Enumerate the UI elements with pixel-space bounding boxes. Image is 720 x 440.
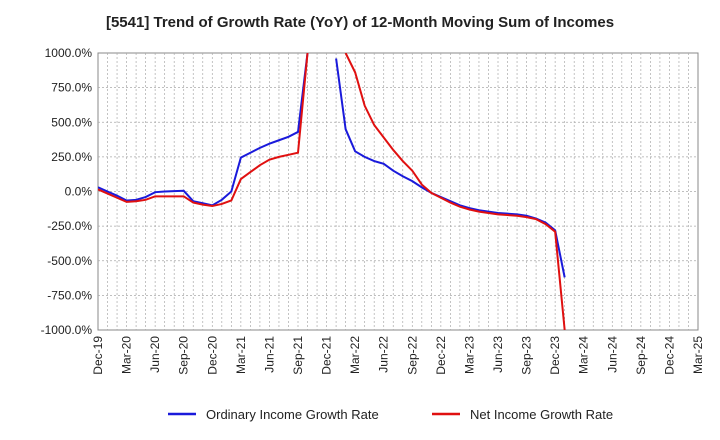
y-tick-label: 250.0% xyxy=(51,150,92,164)
y-tick-label: 750.0% xyxy=(51,81,92,95)
x-tick-label: Jun-22 xyxy=(377,336,391,373)
x-tick-label: Dec-23 xyxy=(548,336,562,375)
legend-label: Ordinary Income Growth Rate xyxy=(206,407,379,422)
x-tick-label: Mar-22 xyxy=(348,336,362,374)
x-tick-label: Dec-20 xyxy=(205,336,219,375)
x-tick-label: Dec-24 xyxy=(662,336,676,375)
series-lines xyxy=(98,53,566,330)
series-line-1 xyxy=(98,53,309,207)
y-tick-label: 1000.0% xyxy=(45,46,93,60)
x-tick-label: Jun-23 xyxy=(491,336,505,373)
x-tick-label: Jun-20 xyxy=(148,336,162,373)
x-tick-label: Mar-20 xyxy=(120,336,134,374)
x-tick-label: Mar-25 xyxy=(691,336,705,374)
y-tick-label: -250.0% xyxy=(47,219,92,233)
x-tick-label: Dec-19 xyxy=(91,336,105,375)
x-tick-label: Dec-22 xyxy=(434,336,448,375)
x-axis-ticks: Dec-19 Mar-20 Jun-20 Sep-20 Dec-20 Mar-21 Jun-… xyxy=(91,336,705,375)
x-tick-label: Sep-24 xyxy=(634,336,648,375)
x-tick-label: Mar-21 xyxy=(234,336,248,374)
x-tick-label: Dec-21 xyxy=(320,336,334,375)
series-line-2 xyxy=(344,53,566,330)
y-tick-label: -500.0% xyxy=(47,254,92,268)
legend: Ordinary Income Growth Rate Net Income Gr… xyxy=(168,407,613,422)
x-tick-label: Jun-21 xyxy=(262,336,276,373)
x-tick-label: Sep-23 xyxy=(520,336,534,375)
x-tick-label: Mar-23 xyxy=(462,336,476,374)
y-tick-label: 500.0% xyxy=(51,115,92,129)
legend-label: Net Income Growth Rate xyxy=(470,407,613,422)
x-tick-label: Sep-21 xyxy=(291,336,305,375)
y-tick-label: -750.0% xyxy=(47,288,92,302)
chart-title: [5541] Trend of Growth Rate (YoY) of 12-… xyxy=(105,14,615,31)
x-tick-label: Sep-20 xyxy=(177,336,191,375)
series-line-2 xyxy=(98,53,309,208)
y-axis-ticks: 1000.0% 750.0% 500.0% 250.0% 0.0% -250.0% -500… xyxy=(41,46,93,337)
x-tick-label: Sep-22 xyxy=(405,336,419,375)
series-line-1 xyxy=(335,58,566,278)
x-tick-label: Jun-24 xyxy=(605,336,619,373)
y-tick-label: -1000.0% xyxy=(41,323,93,337)
y-tick-label: 0.0% xyxy=(65,185,93,199)
x-tick-label: Mar-24 xyxy=(577,336,591,374)
